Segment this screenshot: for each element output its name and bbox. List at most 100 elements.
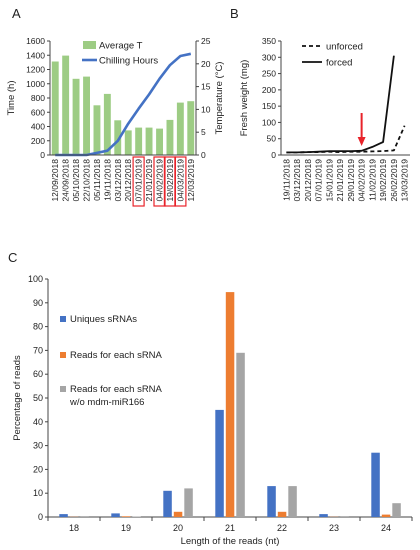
y-tick-label: 1600 <box>26 36 45 46</box>
y-tick-label: 30 <box>33 441 43 451</box>
y-axis-title: Fresh weight (mg) <box>239 60 250 137</box>
x-tick-label: 20/12/2018 <box>303 159 313 202</box>
highlight-box <box>174 156 187 207</box>
x-tick-label: 22/10/2018 <box>82 159 92 202</box>
bar-series-3 <box>184 488 193 517</box>
x-tick-label: 13/03/2019 <box>400 159 410 202</box>
legend-swatch-reads <box>60 352 66 358</box>
legend-swatch-reads-wo <box>60 386 66 392</box>
y-tick-label: 10 <box>33 488 43 498</box>
y-tick-label: 50 <box>33 393 43 403</box>
line-forced <box>286 55 395 154</box>
bar-series-3 <box>288 486 297 517</box>
x-tick-label: 04/02/2019 <box>357 159 367 202</box>
x-tick-label: 19/02/2019 <box>165 159 175 202</box>
line-unforced <box>286 125 406 154</box>
y-tick-label: 200 <box>31 136 45 146</box>
bar-average-t <box>93 105 101 155</box>
legend-label-average-t: Average T <box>99 41 143 52</box>
y-tick-label: 60 <box>33 369 43 379</box>
y2-tick-label: 5 <box>201 127 206 137</box>
x-tick-label: 07/01/2019 <box>314 159 324 202</box>
bar-series-1 <box>267 486 276 517</box>
bar-series-1 <box>111 513 120 517</box>
x-tick-label: 19/11/2018 <box>102 159 112 201</box>
x-tick-label: 15/01/2019 <box>324 159 334 202</box>
y-tick-label: 100 <box>28 274 43 284</box>
x-tick-label: 04/03/2019 <box>175 159 185 202</box>
y-tick-label: 50 <box>267 134 277 144</box>
bar-series-1 <box>215 409 224 517</box>
legend-label-reads-wo-line1: Reads for each sRNA <box>70 384 163 395</box>
y-tick-label: 150 <box>262 101 276 111</box>
y-tick-label: 600 <box>31 107 45 117</box>
y-axis-title: Time (h) <box>6 80 17 115</box>
y-axis-title: Percentage of reads <box>12 355 23 441</box>
y2-tick-label: 15 <box>201 82 211 92</box>
legend-label-unforced: unforced <box>326 42 363 53</box>
y-tick-label: 40 <box>33 417 43 427</box>
y-tick-label: 1200 <box>26 65 45 75</box>
legend-swatch-uniques <box>60 316 66 322</box>
y2-tick-label: 0 <box>201 150 206 160</box>
x-tick-label: 20 <box>173 523 183 533</box>
y-tick-label: 1400 <box>26 50 45 60</box>
x-tick-label: 20/12/2018 <box>123 159 133 202</box>
x-tick-label: 04/02/2019 <box>155 159 165 202</box>
bar-average-t <box>124 130 132 155</box>
bar-average-t <box>156 128 163 155</box>
bar-series-2 <box>173 511 183 517</box>
x-tick-label: 05/11/2018 <box>92 159 102 201</box>
bar-average-t <box>166 119 174 155</box>
x-tick-label: 18 <box>69 523 79 533</box>
bar-average-t <box>72 78 80 155</box>
bar-average-t <box>114 120 122 155</box>
bar-series-1 <box>163 490 172 517</box>
y2-tick-label: 10 <box>201 104 211 114</box>
bar-series-3 <box>132 516 141 517</box>
y-tick-label: 80 <box>33 322 43 332</box>
legend-label-reads-wo-line2: w/o mdm-miR166 <box>69 397 144 408</box>
y-tick-label: 400 <box>31 122 45 132</box>
bar-series-3 <box>236 352 245 517</box>
x-tick-label: 19/02/2019 <box>378 159 388 202</box>
y-tick-label: 70 <box>33 345 43 355</box>
legend-label-uniques: Uniques sRNAs <box>70 314 137 325</box>
x-tick-label: 22 <box>277 523 287 533</box>
x-tick-label: 07/01/2019 <box>134 159 144 202</box>
x-tick-label: 11/02/2019 <box>367 159 377 201</box>
bar-average-t <box>51 61 59 155</box>
bar-series-3 <box>392 503 401 517</box>
x-axis-title: Length of the reads (nt) <box>181 536 280 547</box>
y-tick-label: 90 <box>33 298 43 308</box>
legend-swatch-average-t <box>83 41 96 49</box>
panel-a-chart: 0 200 400 600 800 1000 1200 1400 1600 0 5 10 15 20 25 1… <box>6 36 225 207</box>
y-tick-label: 1000 <box>26 79 45 89</box>
bar-average-t <box>145 127 153 155</box>
legend-label-forced: forced <box>326 58 352 69</box>
arrow-head <box>357 137 366 146</box>
bar-series-2 <box>121 516 131 517</box>
bar-average-t <box>176 102 184 155</box>
x-tick-label: 23 <box>329 523 339 533</box>
bar-average-t <box>83 76 90 155</box>
panel-c-chart: 0 10 20 30 40 50 60 70 80 90 100 18 19 20 21 22 23 24 Leng… <box>12 274 413 547</box>
x-tick-label: 03/12/2018 <box>113 159 123 202</box>
highlight-box <box>153 156 166 207</box>
y2-axis-title: Temperature (°C) <box>214 62 225 135</box>
x-tick-label: 19 <box>121 523 131 533</box>
y-tick-label: 250 <box>262 69 276 79</box>
x-tick-label: 21 <box>225 523 235 533</box>
bar-series-2 <box>381 514 391 517</box>
bar-average-t <box>135 127 143 155</box>
x-tick-label: 03/12/2018 <box>292 159 302 202</box>
bar-series-2 <box>277 511 287 517</box>
bar-average-t <box>103 93 111 155</box>
legend-label-chilling-hours: Chilling Hours <box>99 56 158 67</box>
y-tick-label: 0 <box>40 150 45 160</box>
x-tick-label: 19/11/2018 <box>281 159 291 201</box>
bar-series-1 <box>59 514 68 517</box>
y-tick-label: 20 <box>33 464 43 474</box>
x-tick-label: 12/09/2018 <box>50 159 60 202</box>
